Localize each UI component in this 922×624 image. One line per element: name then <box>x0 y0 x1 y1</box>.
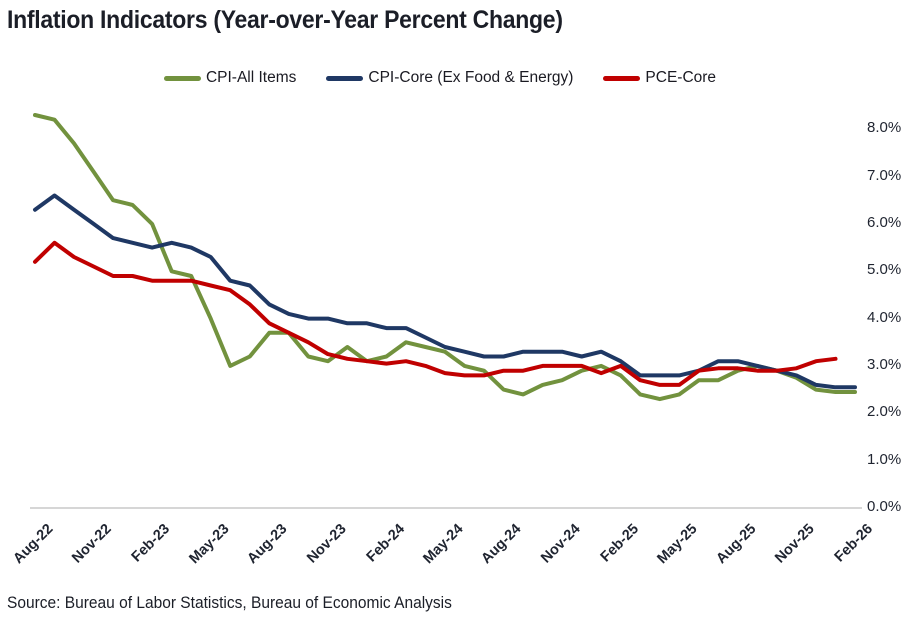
legend-line-swatch <box>326 75 364 81</box>
chart-title: Inflation Indicators (Year-over-Year Per… <box>7 6 563 34</box>
legend-label: CPI-All Items <box>205 69 297 86</box>
series-line-cpi-core-ex-food-energy <box>33 193 857 390</box>
x-tick-label: May-23 <box>185 521 233 568</box>
y-tick-label: 6.0% <box>867 213 902 231</box>
y-tick-label: 4.0% <box>867 308 902 326</box>
y-tick-label: 7.0% <box>867 166 902 184</box>
x-tick-label: Nov-23 <box>303 521 350 567</box>
x-tick-label: Feb-26 <box>831 521 877 566</box>
y-tick-label: 0.0% <box>867 498 902 515</box>
legend-label: PCE-Core <box>645 69 717 86</box>
x-tick-label: May-24 <box>420 521 467 568</box>
x-tick-label: Aug-22 <box>10 521 57 568</box>
x-tick-label: Feb-25 <box>597 521 643 566</box>
x-tick-label: Nov-25 <box>772 521 818 567</box>
x-tick-label: Nov-24 <box>537 521 584 567</box>
y-tick-label: 3.0% <box>867 355 902 373</box>
legend: CPI-All Items CPI-Core (Ex Food & Energy)… <box>0 69 880 87</box>
legend-label: CPI-Core (Ex Food & Energy) <box>368 69 574 86</box>
x-tick-label: Nov-22 <box>69 521 115 567</box>
x-tick-label: Aug-24 <box>478 521 525 568</box>
legend-line-swatch <box>163 75 201 81</box>
plot-area <box>30 113 862 509</box>
legend-item-3: PCE-Core <box>603 69 716 87</box>
x-tick-label: Aug-25 <box>713 521 760 568</box>
y-tick-label: 1.0% <box>867 450 902 468</box>
legend-item-2: CPI-Core (Ex Food & Energy) <box>326 69 573 87</box>
series-line-cpi-all-items <box>33 113 857 402</box>
x-tick-label: Feb-23 <box>129 521 174 566</box>
x-tick-label: Feb-24 <box>363 521 408 566</box>
x-tick-label: Aug-23 <box>244 521 291 568</box>
source-note: Source: Bureau of Labor Statistics, Bure… <box>7 594 452 612</box>
x-tick-label: May-25 <box>654 521 701 568</box>
series-line-pce-core <box>33 240 838 387</box>
legend-line-swatch <box>603 75 641 81</box>
y-tick-label: 2.0% <box>867 403 902 421</box>
y-tick-label: 8.0% <box>867 119 902 137</box>
legend-item-1: CPI-All Items <box>163 69 297 87</box>
y-tick-label: 5.0% <box>867 261 902 279</box>
